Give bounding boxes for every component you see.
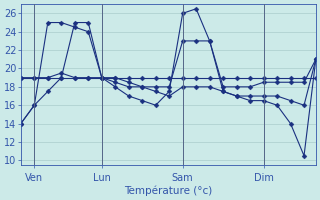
X-axis label: Température (°c): Température (°c): [124, 185, 212, 196]
